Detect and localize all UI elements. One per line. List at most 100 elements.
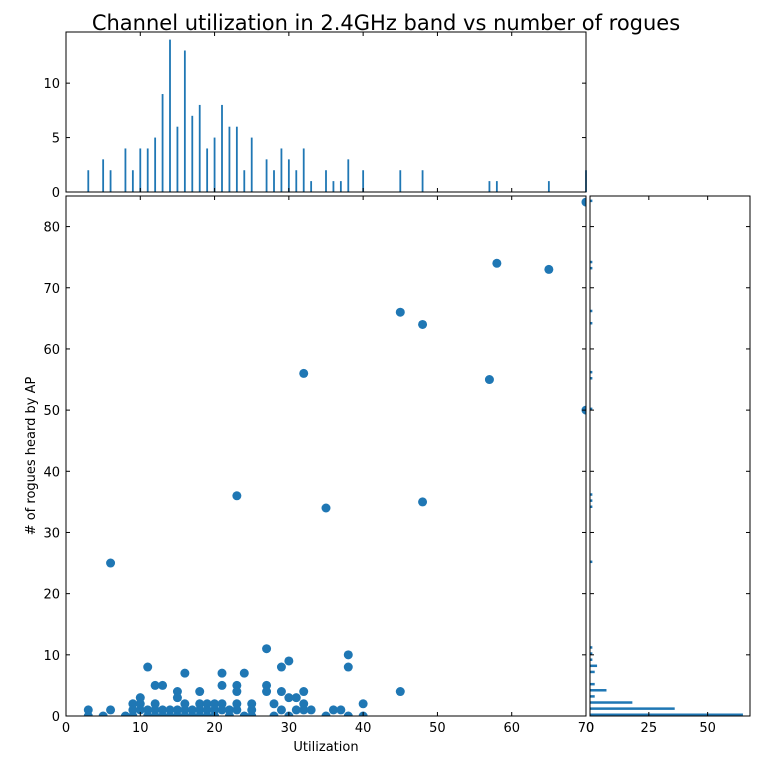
point bbox=[284, 693, 294, 703]
bar bbox=[213, 137, 216, 192]
bar bbox=[590, 689, 607, 692]
bar bbox=[87, 170, 90, 192]
bar bbox=[310, 181, 313, 192]
marks bbox=[590, 199, 743, 716]
bar bbox=[347, 159, 350, 192]
y-tick-label: 5 bbox=[52, 132, 60, 147]
y-tick-label: 20 bbox=[43, 588, 60, 603]
point bbox=[343, 662, 353, 672]
bar bbox=[421, 170, 424, 192]
point bbox=[239, 668, 249, 678]
bar bbox=[161, 94, 164, 192]
bar bbox=[399, 170, 402, 192]
point bbox=[343, 711, 353, 716]
y-tick-label: 10 bbox=[43, 77, 60, 92]
chart-title: Channel utilization in 2.4GHz band vs nu… bbox=[92, 11, 680, 35]
point bbox=[158, 680, 168, 690]
bar bbox=[590, 695, 595, 698]
point bbox=[284, 656, 294, 666]
bar bbox=[154, 137, 157, 192]
y-axis-label: # of rogues heard by AP bbox=[24, 377, 39, 536]
point bbox=[98, 711, 108, 716]
x-tick-label: 20 bbox=[206, 721, 223, 736]
bar bbox=[102, 159, 105, 192]
x-tick-label: 30 bbox=[281, 721, 298, 736]
bar bbox=[131, 170, 134, 192]
bar bbox=[169, 39, 171, 192]
axes-frame bbox=[65, 195, 587, 717]
point bbox=[172, 711, 182, 716]
bar bbox=[590, 309, 593, 313]
y-tick-label: 0 bbox=[52, 710, 60, 725]
point bbox=[328, 705, 338, 715]
bar bbox=[495, 181, 498, 192]
bar bbox=[183, 50, 186, 192]
bar bbox=[590, 499, 593, 502]
point bbox=[358, 699, 368, 709]
point bbox=[224, 711, 234, 716]
point bbox=[544, 264, 554, 274]
point bbox=[262, 644, 272, 654]
bar bbox=[146, 148, 149, 192]
point bbox=[276, 705, 286, 715]
panel: 0 5 10 bbox=[43, 31, 587, 201]
x-tick-label: 50 bbox=[429, 721, 446, 736]
bar bbox=[590, 321, 593, 325]
bar bbox=[339, 181, 342, 192]
point bbox=[180, 711, 190, 716]
bar bbox=[547, 181, 550, 192]
point bbox=[180, 668, 190, 678]
point bbox=[418, 319, 428, 329]
y-tick-label: 40 bbox=[43, 465, 60, 480]
point bbox=[291, 693, 301, 703]
bar bbox=[590, 701, 633, 704]
bar bbox=[590, 713, 743, 716]
point bbox=[321, 711, 331, 716]
point bbox=[299, 687, 309, 697]
point bbox=[276, 687, 286, 697]
point bbox=[195, 687, 205, 697]
point bbox=[336, 705, 346, 715]
bar bbox=[590, 407, 593, 411]
bar bbox=[590, 493, 593, 496]
bar bbox=[243, 170, 246, 192]
bar bbox=[590, 199, 593, 203]
point bbox=[128, 711, 138, 716]
point bbox=[150, 680, 160, 690]
point bbox=[291, 705, 301, 715]
point bbox=[269, 699, 279, 709]
bar bbox=[590, 664, 598, 668]
panel: 0 25 50 bbox=[586, 195, 751, 736]
bar bbox=[124, 148, 127, 192]
bar bbox=[235, 126, 238, 192]
bar bbox=[176, 126, 179, 192]
bar bbox=[325, 170, 327, 192]
marks bbox=[87, 39, 587, 192]
x-tick-label: 0 bbox=[62, 721, 70, 736]
y-tick-label: 50 bbox=[43, 404, 60, 419]
bar bbox=[590, 560, 593, 564]
bar bbox=[362, 170, 365, 192]
bar bbox=[250, 137, 253, 192]
x-tick-label: 25 bbox=[641, 721, 658, 736]
point bbox=[484, 375, 494, 385]
y-tick-label: 60 bbox=[43, 343, 60, 358]
point bbox=[195, 711, 205, 716]
point bbox=[276, 662, 286, 672]
point bbox=[217, 680, 227, 690]
point bbox=[172, 693, 182, 703]
point bbox=[232, 687, 242, 697]
point bbox=[343, 650, 353, 660]
bar bbox=[332, 181, 335, 192]
bar bbox=[206, 148, 209, 192]
bar bbox=[590, 260, 593, 264]
x-tick-label: 10 bbox=[132, 721, 149, 736]
bar bbox=[273, 170, 275, 192]
x-tick-label: 50 bbox=[699, 721, 716, 736]
bar bbox=[228, 126, 231, 192]
y-tick-label: 70 bbox=[43, 282, 60, 297]
bar bbox=[265, 159, 268, 192]
point bbox=[232, 705, 242, 715]
x-axis-label: Utilization bbox=[293, 740, 358, 755]
